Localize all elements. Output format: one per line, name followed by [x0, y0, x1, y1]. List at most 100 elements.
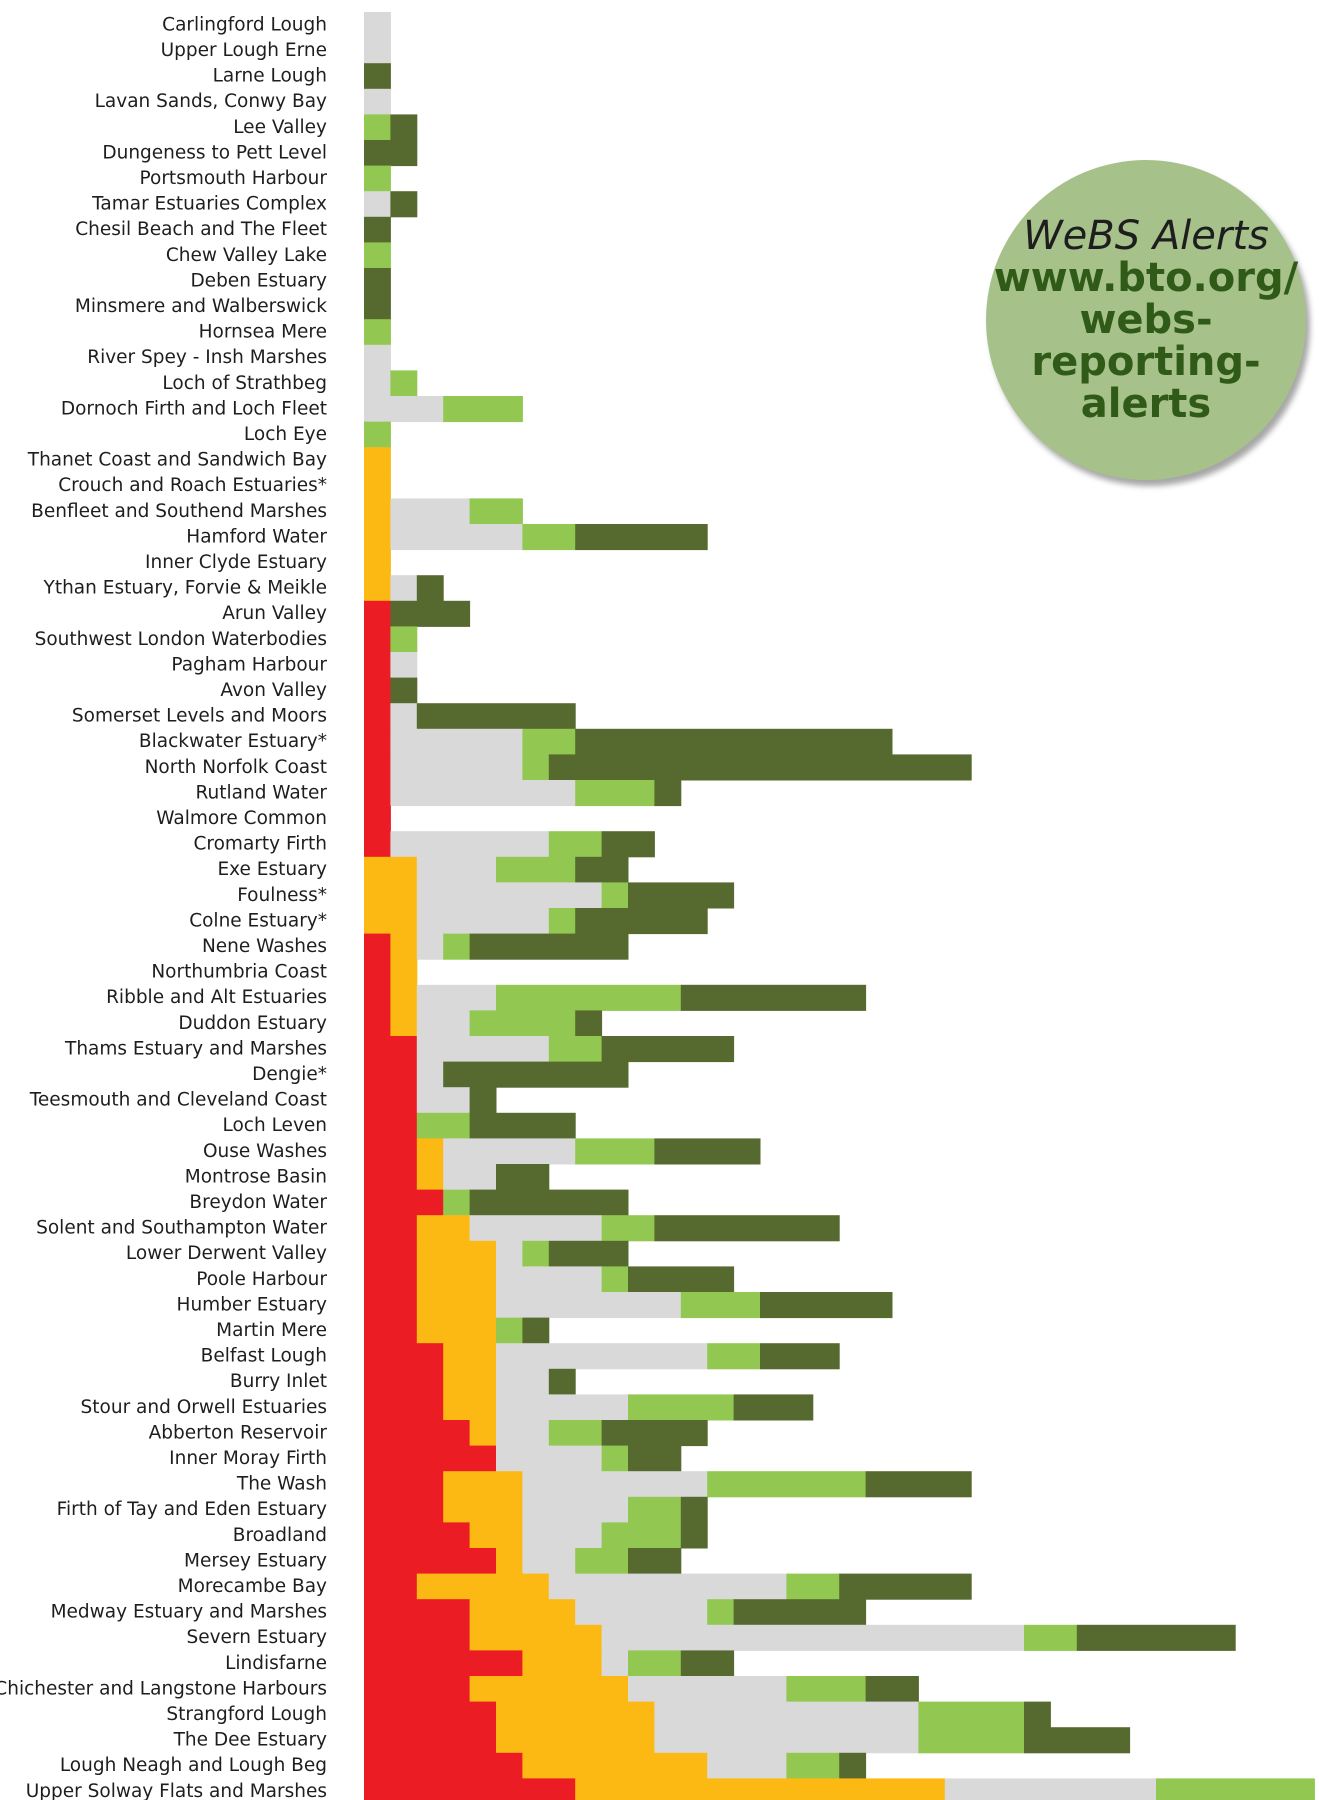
bar-segment	[364, 498, 391, 525]
bar-segment	[469, 1010, 576, 1037]
bar-segment	[416, 1215, 471, 1242]
badge-url-line-2[interactable]: webs-reporting-	[1031, 297, 1261, 385]
bar-segment	[390, 984, 418, 1011]
category-label: Lindisfarne	[225, 1653, 327, 1674]
category-label: Inner Moray Firth	[169, 1448, 327, 1469]
bar-segment	[601, 882, 629, 909]
bar-segment	[548, 908, 576, 935]
bar-segment	[364, 780, 391, 807]
category-label: Carlingford Lough	[162, 14, 327, 35]
bar-segment	[575, 780, 655, 807]
bar-segment	[469, 1087, 497, 1114]
bar-segment	[496, 1394, 629, 1421]
badge-url-line-1[interactable]: www.bto.org/	[993, 255, 1299, 301]
bar-segment	[416, 1087, 471, 1114]
bar-segment	[496, 1343, 708, 1370]
category-label: Tamar Estuaries Complex	[91, 194, 327, 215]
category-label: Crouch and Roach Estuaries*	[58, 475, 327, 496]
bar-segment	[416, 984, 497, 1011]
bar-segment	[548, 1036, 603, 1063]
category-label: The Dee Estuary	[173, 1730, 327, 1751]
category-label: Dornoch Firth and Loch Fleet	[61, 398, 327, 419]
bar-segment	[364, 216, 391, 243]
bar-segment	[390, 626, 418, 653]
bar-segment	[364, 37, 391, 64]
category-label: Exe Estuary	[217, 859, 327, 880]
bar-segment	[364, 856, 418, 883]
bar-segment	[443, 1471, 523, 1498]
bar-segment	[469, 1215, 603, 1242]
bar-segment	[390, 114, 418, 141]
bar-segment	[469, 1676, 629, 1703]
bar-segment	[575, 1778, 946, 1800]
bar-segment	[865, 1471, 972, 1498]
category-label: Medway Estuary and Marshes	[51, 1602, 327, 1623]
bar-segment	[548, 754, 972, 781]
bar-segment	[364, 472, 391, 499]
bar-segment	[416, 1010, 471, 1037]
bar-segment	[496, 1266, 603, 1293]
bar-segment	[628, 1496, 682, 1523]
bar-segment	[469, 498, 523, 525]
bar-segment	[443, 1343, 497, 1370]
bar-segment	[443, 933, 471, 960]
category-label: Walmore Common	[156, 808, 327, 829]
bar-segment	[364, 268, 391, 295]
category-label: Benfleet and Southend Marshes	[31, 501, 327, 522]
category-label: Blackwater Estuary*	[139, 731, 327, 752]
badge-url-line-3[interactable]: alerts	[1080, 381, 1212, 427]
webs-alerts-badge: WeBS Alerts www.bto.org/ webs-reporting-…	[986, 160, 1306, 480]
bar-segment	[364, 1368, 444, 1395]
category-label: Ythan Estuary, Forvie & Meikle	[43, 578, 327, 599]
bar-segment	[601, 831, 655, 858]
bar-segment	[443, 1189, 471, 1216]
bar-segment	[522, 1471, 708, 1498]
bar-segment	[654, 780, 682, 807]
bar-segment	[364, 447, 391, 474]
bar-segment	[680, 1650, 735, 1677]
bar-segment	[364, 1599, 471, 1626]
bar-segment	[364, 1496, 444, 1523]
bar-segment	[364, 191, 391, 218]
bar-segment	[364, 1266, 418, 1293]
bar-segment	[364, 1036, 418, 1063]
category-label: Solent and Southampton Water	[36, 1218, 327, 1239]
bar-segment	[416, 1164, 444, 1191]
category-label: Abberton Reservoir	[149, 1422, 328, 1443]
bar-segment	[733, 1394, 814, 1421]
bar-segment	[680, 1522, 708, 1549]
bar-segment	[364, 319, 391, 346]
category-label: Upper Lough Erne	[161, 40, 327, 61]
bar-segment	[390, 498, 471, 525]
bar-segment	[364, 1189, 444, 1216]
bar-segment	[390, 831, 550, 858]
bar-segment	[364, 293, 391, 320]
bar-segment	[364, 1471, 444, 1498]
bar-segment	[496, 1164, 550, 1191]
bar-segment	[496, 856, 576, 883]
bar-segment	[522, 1317, 550, 1344]
bar-segment	[364, 1138, 418, 1165]
bar-segment	[628, 1445, 682, 1472]
bar-segment	[1156, 1778, 1315, 1800]
bar-segment	[575, 1548, 629, 1575]
bar-segment	[416, 882, 603, 909]
bar-segment	[496, 1292, 682, 1319]
bar-segment	[469, 1420, 497, 1447]
bar-segment	[364, 908, 418, 935]
bar-segment	[443, 1138, 576, 1165]
bar-segment	[496, 1727, 655, 1754]
category-label: Chesil Beach and The Fleet	[75, 219, 327, 240]
bar-segment	[416, 856, 497, 883]
category-label: Loch Eye	[244, 424, 327, 445]
bar-segment	[390, 370, 418, 397]
bar-segment	[918, 1727, 1025, 1754]
bar-segment	[390, 677, 418, 704]
category-label: Somerset Levels and Moors	[72, 706, 327, 727]
bar-segment	[628, 1650, 682, 1677]
bar-segment	[364, 242, 391, 269]
bar-segment	[548, 1240, 629, 1267]
category-label: Avon Valley	[220, 680, 327, 701]
bar-segment	[364, 370, 391, 397]
category-label: North Norfolk Coast	[145, 757, 327, 778]
